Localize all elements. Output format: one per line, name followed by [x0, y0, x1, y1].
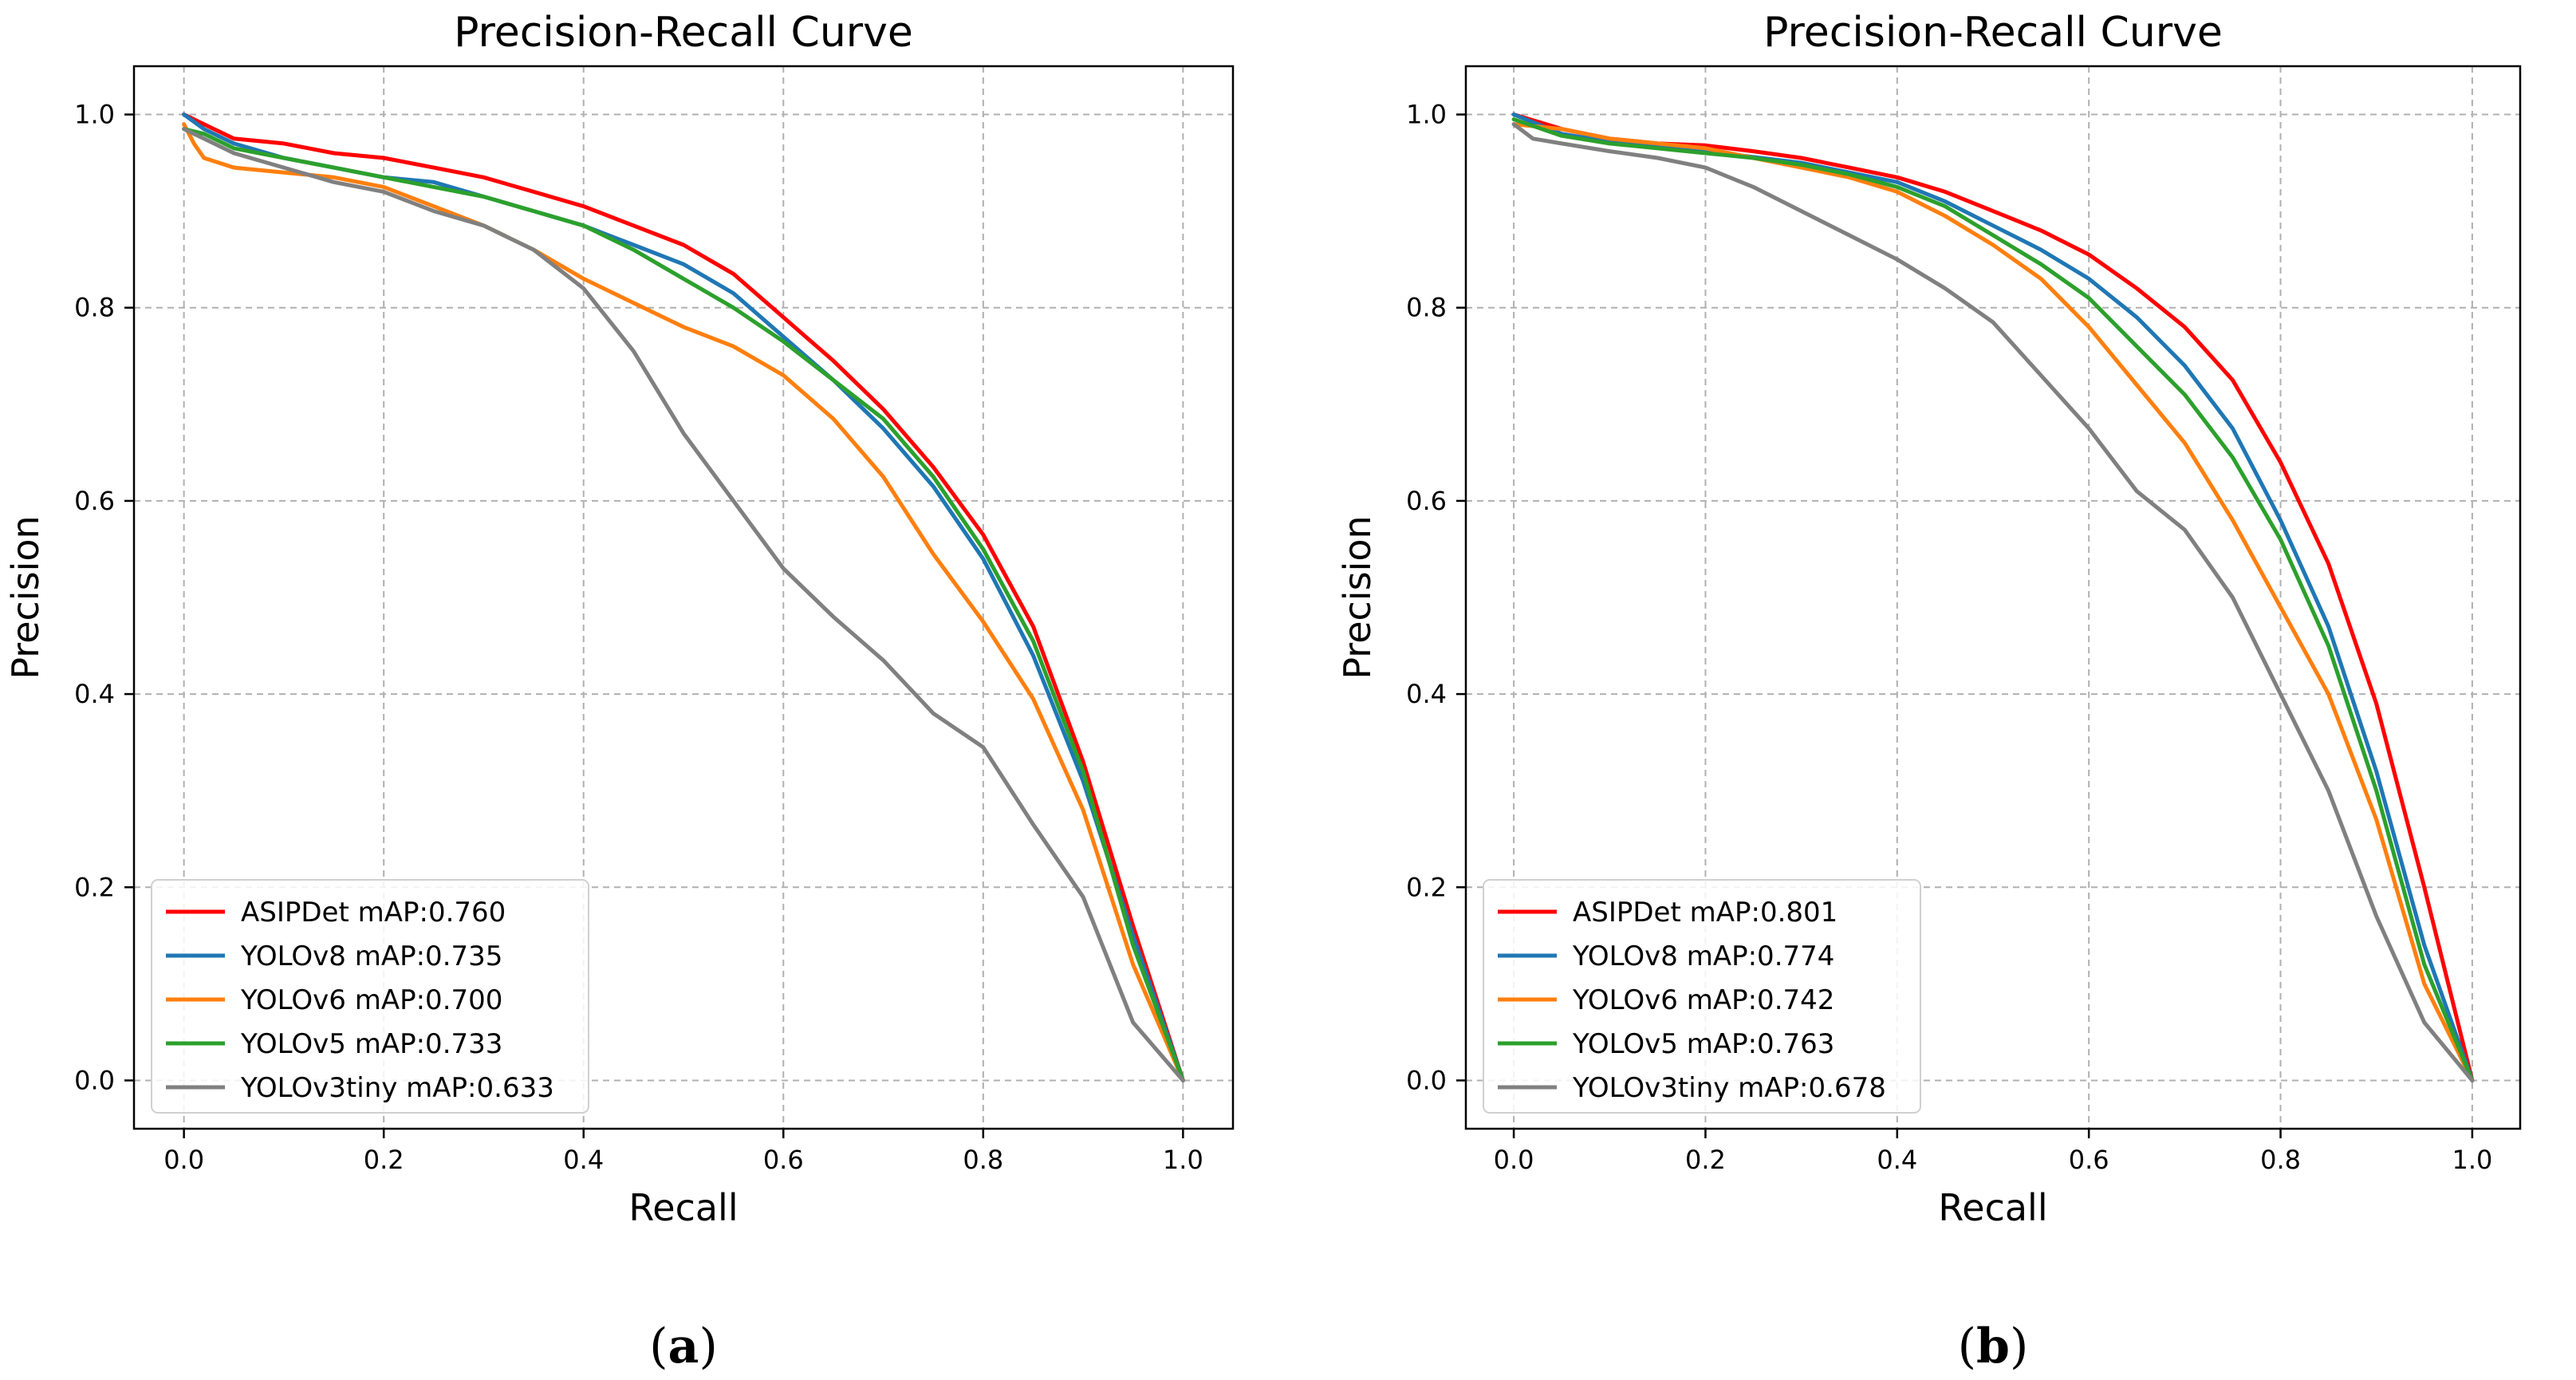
panel-a: 0.0 0.0 0.2 0.2 0.4 0.4 0.6 0.6 0.8 0.8 1.0 1.0 Prec…	[4, 9, 1235, 1374]
y-tick-label-1: 0.2	[74, 872, 115, 902]
series-line-2	[1511, 122, 2475, 1082]
plot-frame	[132, 65, 1235, 1130]
legend-label-4: YOLOv3tiny mAP:0.678	[1572, 1072, 1886, 1104]
x-tick-label-3: 0.6	[2069, 1145, 2109, 1175]
y-axis-label: Precision	[4, 515, 47, 679]
y-tick-label-3: 0.6	[74, 486, 115, 516]
legend-label-1: YOLOv8 mAP:0.774	[1572, 940, 1834, 972]
x-tick-label-4: 0.8	[963, 1145, 1003, 1175]
x-tick-label-0: 0.0	[1494, 1145, 1534, 1175]
legend-label-0: ASIPDet mAP:0.760	[241, 897, 506, 929]
x-tick-label-2: 0.4	[563, 1145, 604, 1175]
x-tick-label-3: 0.6	[763, 1145, 804, 1175]
series-line-3	[182, 127, 1185, 1082]
x-tick-label-2: 0.4	[1877, 1145, 1917, 1175]
series-line-4	[182, 127, 1185, 1082]
x-tick-label-1: 0.2	[1685, 1145, 1726, 1175]
caption-open-paren: (	[649, 1319, 668, 1374]
legend-label-2: YOLOv6 mAP:0.742	[1572, 984, 1834, 1016]
legend: ASIPDet mAP:0.760 YOLOv8 mAP:0.735 YOLOv6 …	[151, 879, 589, 1114]
plot-frame	[1464, 65, 2522, 1130]
caption-letter: b	[1976, 1319, 2010, 1374]
y-tick-label-2: 0.4	[74, 679, 115, 709]
y-tick-label-1: 0.2	[1406, 872, 1447, 902]
chart-title: Precision-Recall Curve	[1763, 9, 2223, 57]
x-tick-label-0: 0.0	[163, 1145, 204, 1175]
x-tick-label-5: 1.0	[1163, 1145, 1203, 1175]
x-axis-label: Recall	[1938, 1186, 2047, 1229]
legend: ASIPDet mAP:0.801 YOLOv8 mAP:0.774 YOLOv6 …	[1483, 879, 1921, 1114]
y-tick-label-0: 0.0	[74, 1065, 115, 1095]
y-tick-label-0: 0.0	[1406, 1065, 1447, 1095]
x-axis-label: Recall	[628, 1186, 738, 1229]
x-tick-label-1: 0.2	[364, 1145, 404, 1175]
y-tick-label-4: 0.8	[1406, 293, 1447, 323]
caption-close-paren: )	[699, 1319, 717, 1374]
legend-box	[1483, 879, 1921, 1114]
series-line-0	[182, 112, 1185, 1082]
legend-box	[151, 879, 589, 1114]
legend-label-4: YOLOv3tiny mAP:0.633	[240, 1072, 554, 1104]
caption-open-paren: (	[1958, 1319, 1976, 1374]
x-tick-label-4: 0.8	[2260, 1145, 2301, 1175]
legend-label-3: YOLOv5 mAP:0.733	[240, 1028, 502, 1060]
y-tick-label-4: 0.8	[74, 293, 115, 323]
legend-label-0: ASIPDet mAP:0.801	[1573, 897, 1837, 929]
panel-b: 0.0 0.0 0.2 0.2 0.4 0.4 0.6 0.6 0.8 0.8 1.0 1.0 Prec…	[1336, 9, 2522, 1374]
y-tick-label-5: 1.0	[1406, 100, 1447, 130]
y-axis-label: Precision	[1336, 515, 1379, 679]
series-line-3	[1511, 117, 2475, 1082]
legend-label-2: YOLOv6 mAP:0.700	[240, 984, 502, 1016]
legend-label-1: YOLOv8 mAP:0.735	[240, 940, 502, 972]
y-tick-label-3: 0.6	[1406, 486, 1447, 516]
legend-label-3: YOLOv5 mAP:0.763	[1572, 1028, 1834, 1060]
panel-caption: (a)	[649, 1319, 718, 1374]
series-line-2	[182, 122, 1185, 1082]
x-tick-label-5: 1.0	[2452, 1145, 2492, 1175]
y-tick-label-2: 0.4	[1406, 679, 1447, 709]
caption-letter: a	[668, 1319, 699, 1374]
y-tick-label-5: 1.0	[74, 100, 115, 130]
series-line-4	[1511, 122, 2475, 1082]
chart-title: Precision-Recall Curve	[454, 9, 913, 57]
caption-close-paren: )	[2010, 1319, 2028, 1374]
panel-caption: (b)	[1958, 1319, 2029, 1374]
